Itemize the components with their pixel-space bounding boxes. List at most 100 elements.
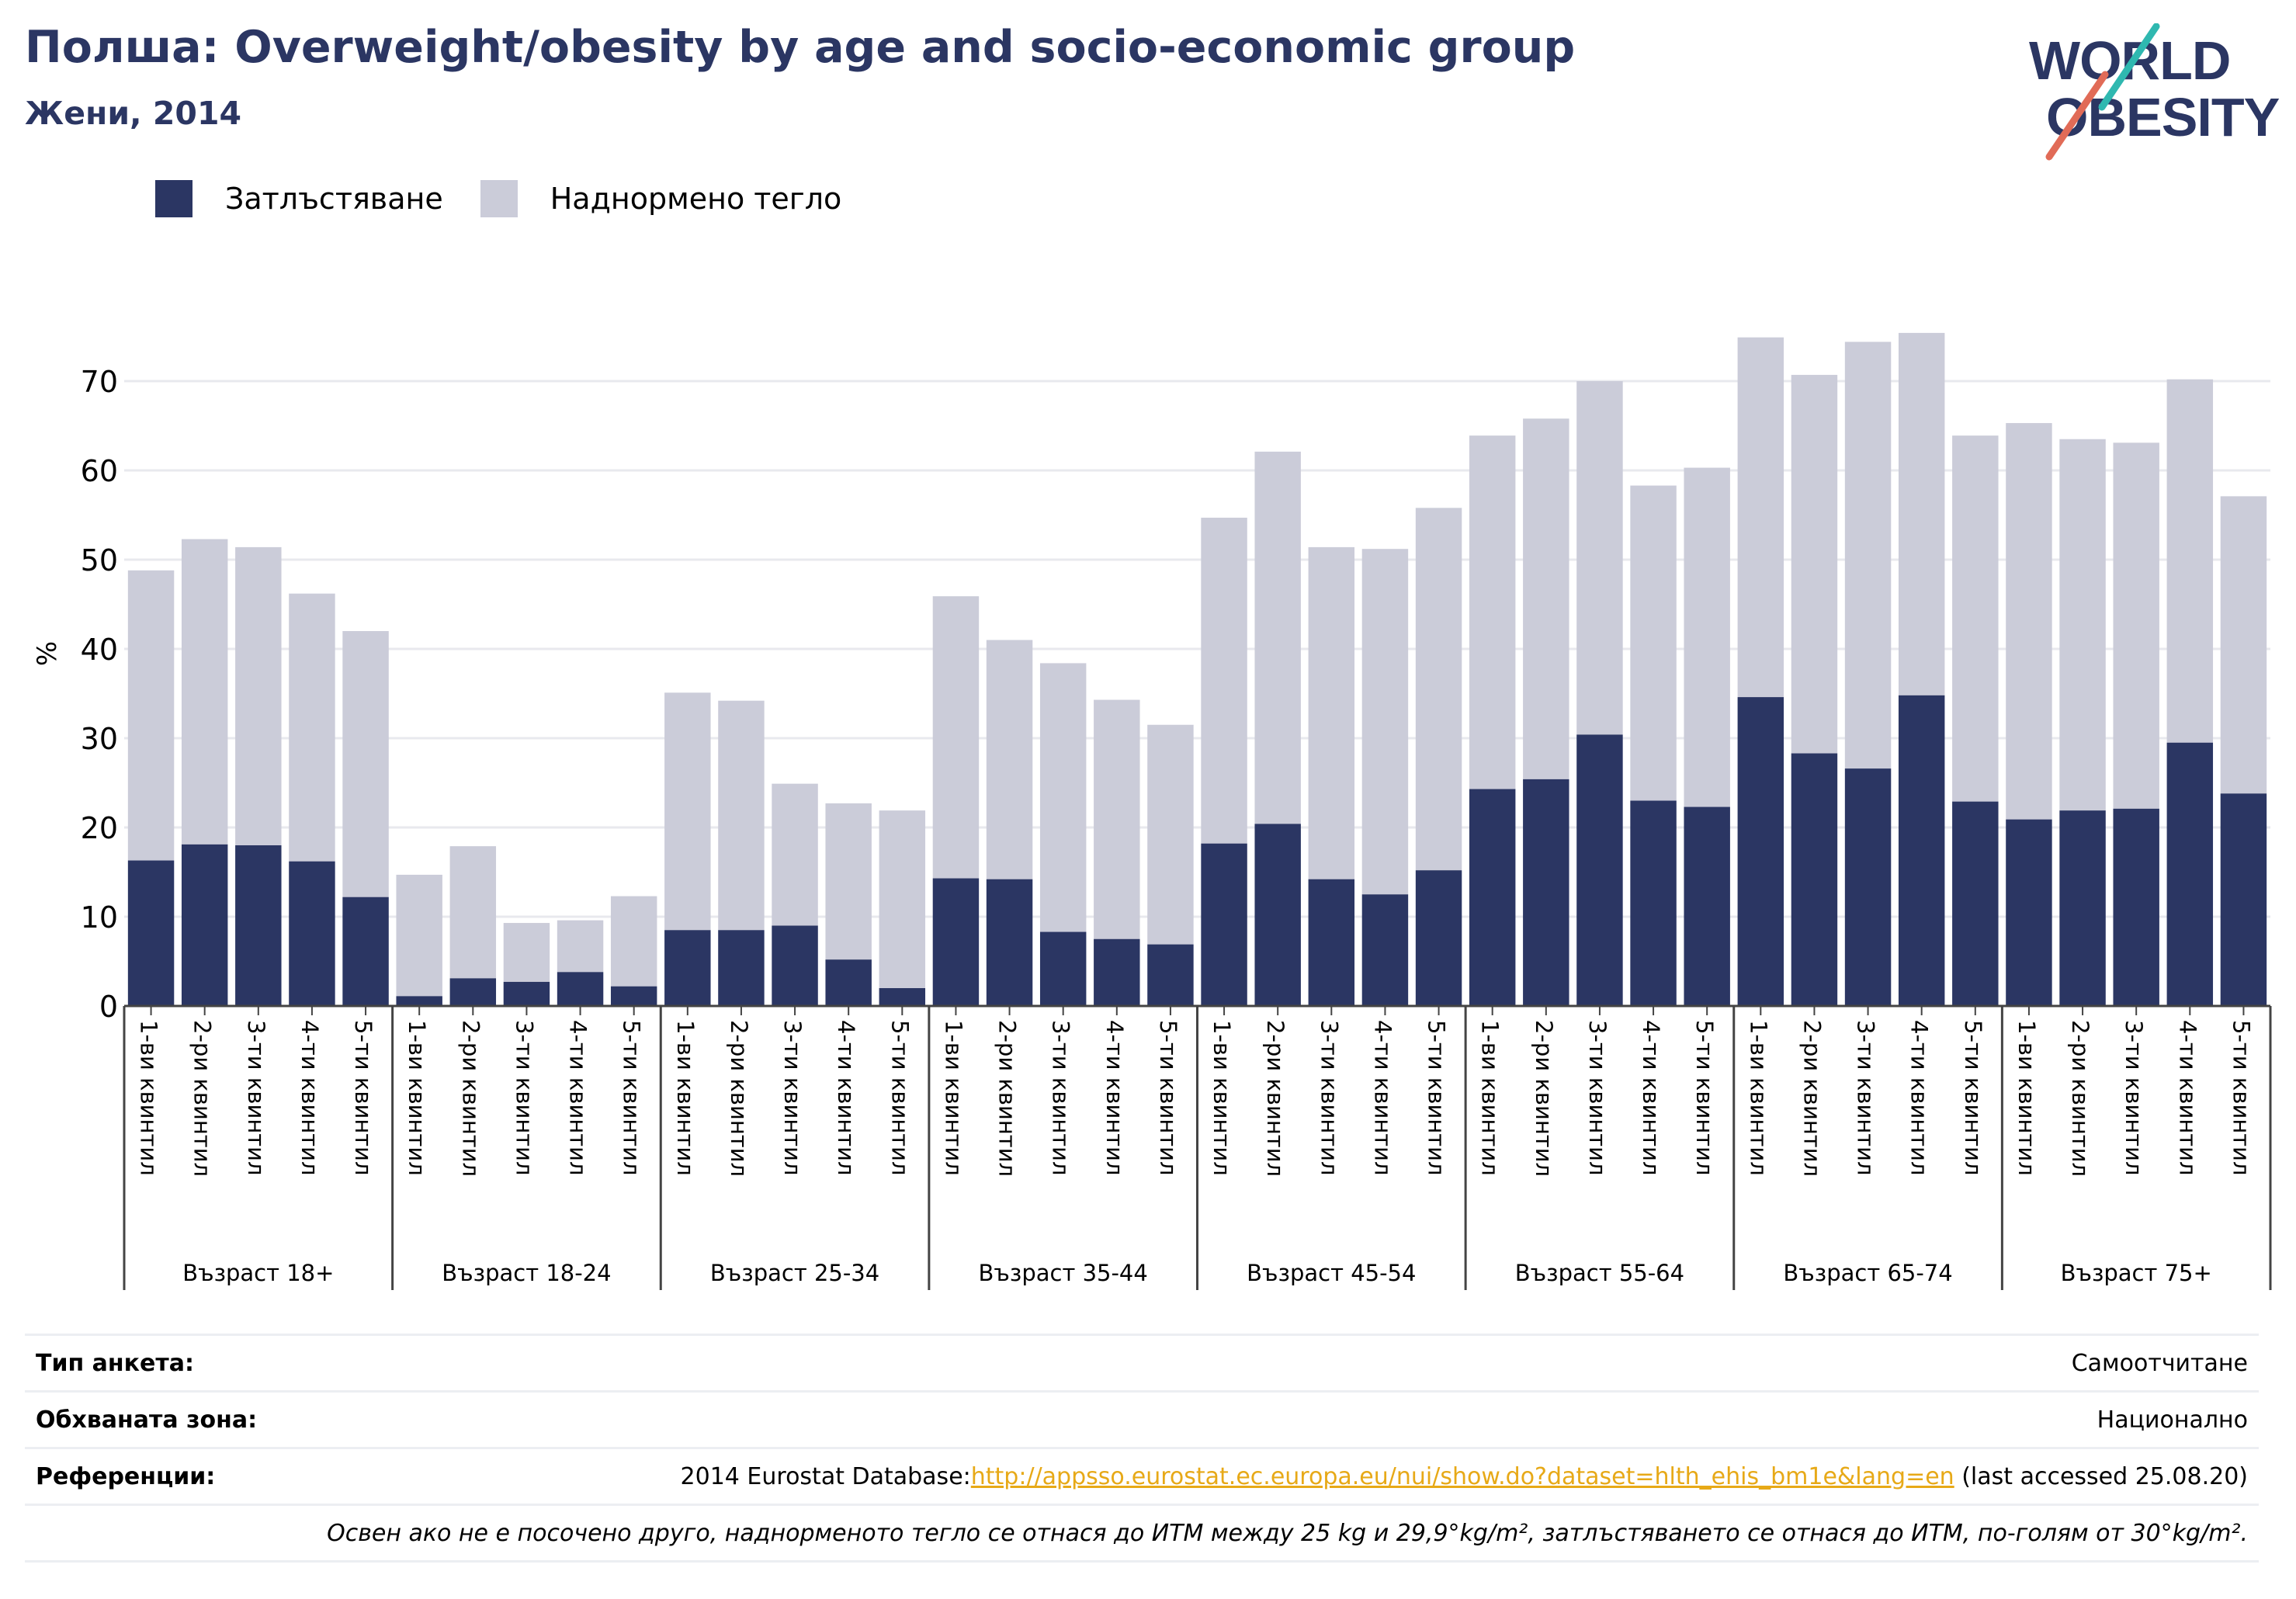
meta-row-note: Освен ако не е посочено друго, наднормен…: [25, 1504, 2259, 1563]
x-tick-label: 5-ти квинтил: [2228, 1020, 2254, 1176]
bar-overweight: [825, 803, 872, 960]
x-tick-label: 3-ти квинтил: [2121, 1020, 2147, 1176]
bar-obesity: [289, 861, 335, 1006]
legend-item-obesity: Затлъстяване: [155, 180, 462, 217]
bar-overweight: [503, 923, 550, 982]
bar-obesity: [986, 879, 1033, 1006]
x-tick-label: 2-ри квинтил: [726, 1020, 752, 1177]
y-axis-label: %: [32, 641, 63, 666]
bar-overweight: [2113, 442, 2159, 809]
bar-overweight: [610, 896, 657, 987]
bar-overweight: [2220, 496, 2267, 794]
x-tick-label: 3-ти квинтил: [243, 1020, 269, 1176]
bar-obesity: [1898, 695, 1945, 1006]
x-tick-label: 4-ти квинтил: [833, 1020, 859, 1176]
bar-obesity: [718, 930, 765, 1006]
x-tick-label: 4-ти квинтил: [1638, 1020, 1664, 1176]
bar-overweight: [342, 631, 389, 897]
x-tick-label: 5-ти квинтил: [1960, 1020, 1986, 1176]
bar-obesity: [879, 988, 926, 1006]
bar-overweight: [1737, 337, 1784, 698]
bar-overweight: [2006, 423, 2052, 820]
x-tick-label: 5-ти квинтил: [886, 1020, 913, 1176]
coverage-area-label: Обхваната зона:: [36, 1406, 258, 1434]
bar-obesity: [1094, 938, 1140, 1006]
x-tick-label: 1-ви квинтил: [1477, 1020, 1503, 1176]
references-value: 2014 Eurostat Database:http://appsso.eur…: [681, 1463, 2248, 1490]
x-tick-label: 1-ви квинтил: [1745, 1020, 1771, 1176]
group-label: Възраст 65-74: [1783, 1260, 1952, 1286]
bar-obesity: [1147, 944, 1194, 1006]
chart-legend: Затлъстяване Наднормено тегло: [155, 179, 879, 219]
bar-overweight: [772, 783, 818, 926]
bar-overweight: [1844, 342, 1892, 769]
bar-obesity: [772, 925, 818, 1006]
bar-obesity: [503, 981, 550, 1006]
meta-row-survey: Тип анкета: Самоотчитане: [25, 1334, 2259, 1390]
bar-overweight: [879, 810, 926, 988]
page-subtitle: Жени, 2014: [25, 95, 242, 132]
x-tick-label: 3-ти квинтил: [1048, 1020, 1074, 1176]
bar-overweight: [986, 640, 1033, 879]
x-tick-label: 3-ти квинтил: [1316, 1020, 1342, 1176]
x-tick-label: 1-ви квинтил: [2013, 1020, 2040, 1176]
y-tick-label: 50: [81, 543, 118, 578]
bar-obesity: [1844, 768, 1892, 1006]
bar-overweight: [1308, 546, 1355, 879]
page-title: Полша: Overweight/obesity by age and soc…: [25, 22, 1576, 73]
bar-obesity: [2220, 793, 2267, 1006]
references-label: Референции:: [36, 1462, 216, 1490]
bar-obesity: [1254, 824, 1301, 1006]
y-tick-label: 40: [81, 633, 118, 667]
bar-overweight: [718, 700, 765, 931]
reference-link[interactable]: http://appsso.eurostat.ec.europa.eu/nui/…: [970, 1462, 1954, 1490]
x-tick-label: 4-ти квинтил: [1906, 1020, 1933, 1176]
bar-obesity: [2166, 742, 2214, 1006]
x-tick-label: 4-ти квинтил: [1101, 1020, 1128, 1176]
definition-note: Освен ако не е посочено друго, наднормен…: [327, 1519, 2248, 1547]
bar-overweight: [1630, 485, 1677, 801]
group-label: Възраст 25-34: [710, 1260, 879, 1286]
x-tick-label: 4-ти квинтил: [1369, 1020, 1396, 1176]
bar-overweight: [396, 874, 442, 997]
bar-overweight: [2059, 439, 2106, 811]
bar-overweight: [181, 539, 228, 845]
y-tick-label: 30: [81, 722, 118, 756]
bar-overweight: [1469, 435, 1516, 789]
y-tick-label: 60: [81, 454, 118, 488]
coverage-area-value: Национално: [2097, 1406, 2248, 1434]
x-tick-label: 3-ти квинтил: [1853, 1020, 1879, 1176]
bar-obesity: [449, 978, 497, 1006]
x-tick-label: 4-ти квинтил: [565, 1020, 591, 1176]
bar-obesity: [127, 860, 175, 1006]
group-label: Възраст 55-64: [1515, 1260, 1684, 1286]
bar-obesity: [1415, 870, 1462, 1006]
bar-overweight: [1094, 699, 1140, 939]
bar-overweight: [932, 596, 980, 879]
x-tick-label: 2-ри квинтил: [994, 1020, 1021, 1177]
bar-obesity: [235, 845, 282, 1006]
bar-overweight: [1201, 517, 1247, 844]
bar-obesity: [2113, 808, 2159, 1006]
bar-overweight: [1952, 435, 1999, 802]
x-tick-label: 1-ви квинтил: [404, 1020, 430, 1176]
x-tick-label: 2-ри квинтил: [1531, 1020, 1557, 1177]
x-tick-label: 1-ви квинтил: [136, 1020, 162, 1176]
bar-overweight: [1898, 332, 1945, 695]
x-tick-label: 1-ви квинтил: [940, 1020, 966, 1176]
y-tick-label: 10: [81, 900, 118, 935]
bar-obesity: [1308, 879, 1355, 1006]
bar-obesity: [1039, 931, 1087, 1006]
logo-teal-stroke: [2098, 23, 2160, 111]
x-tick-label: 5-ти квинтил: [350, 1020, 376, 1176]
x-tick-label: 3-ти квинтил: [511, 1020, 537, 1176]
bar-obesity: [1737, 697, 1784, 1006]
metadata-table: Тип анкета: Самоотчитане Обхваната зона:…: [25, 1334, 2259, 1563]
logo-red-stroke: [2045, 71, 2109, 161]
bar-obesity: [2006, 819, 2052, 1006]
legend-label-obesity: Затлъстяване: [225, 182, 443, 216]
bar-overweight: [1415, 508, 1462, 871]
x-tick-label: 4-ти квинтил: [297, 1020, 323, 1176]
x-tick-label: 1-ви квинтил: [1209, 1020, 1235, 1176]
group-label: Възраст 18-24: [442, 1260, 611, 1286]
